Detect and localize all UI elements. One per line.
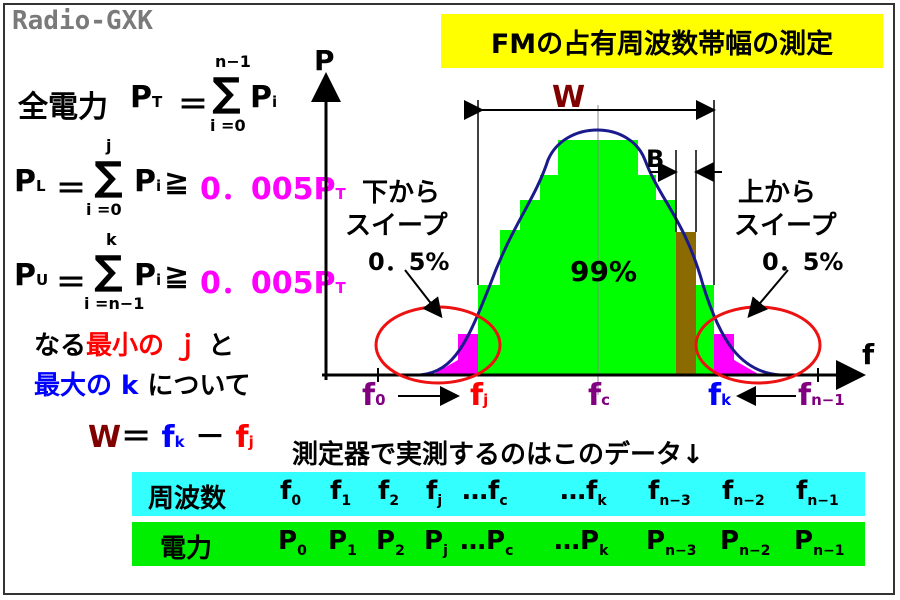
ge-sign-1: ≧ bbox=[164, 164, 190, 199]
fj-label: fj bbox=[470, 378, 489, 413]
sum-lower-3: i =n−1 bbox=[84, 294, 145, 313]
table-caption: 測定器で実測するのはこのデータ↓ bbox=[292, 440, 704, 470]
bar-magenta-left bbox=[458, 334, 478, 375]
left-note-line1: 下から bbox=[362, 178, 441, 208]
freq-cell: f2 bbox=[378, 476, 400, 510]
fc-label: fc bbox=[588, 378, 610, 413]
ratio-value-1: 0．005PT bbox=[200, 172, 346, 207]
bar bbox=[478, 285, 500, 375]
fk-label: fk bbox=[708, 378, 732, 413]
bar bbox=[656, 200, 676, 375]
power-cell: Pn−3 bbox=[646, 526, 697, 560]
pi-symbol-3: Pi bbox=[134, 258, 162, 293]
total-power-label: 全電力 bbox=[18, 90, 108, 125]
freq-cell: fn−2 bbox=[722, 476, 765, 510]
tail-left bbox=[432, 360, 458, 375]
pointer-left bbox=[404, 269, 443, 319]
power-row-label: 電力 bbox=[160, 534, 213, 564]
sum-upper-3: k bbox=[106, 230, 117, 249]
freq-cell: …fc bbox=[462, 476, 508, 510]
f-axis-label: f bbox=[862, 338, 875, 371]
frequency-row bbox=[132, 472, 865, 516]
power-cell: …Pk bbox=[554, 526, 609, 560]
freq-cell: fn−3 bbox=[648, 476, 691, 510]
spectrum-curve bbox=[419, 128, 781, 377]
equals-sign-2: ＝ bbox=[56, 172, 86, 207]
left-note-pct: 0．5% bbox=[368, 248, 450, 276]
power-row bbox=[132, 522, 865, 566]
power-cell: …Pc bbox=[460, 526, 514, 560]
pu-symbol: PU bbox=[14, 258, 49, 293]
right-note-line1: 上から bbox=[738, 178, 817, 208]
equals-sign-1: ＝ bbox=[178, 88, 208, 123]
power-cell: Pn−2 bbox=[720, 526, 771, 560]
bar bbox=[540, 175, 558, 375]
w-formula: W＝ fk － fj bbox=[88, 420, 254, 455]
left-note-line2: スイープ bbox=[345, 211, 448, 241]
pi-symbol-2: Pi bbox=[134, 164, 162, 199]
sigma-2: ∑ bbox=[94, 154, 123, 200]
pt-symbol: PT bbox=[130, 80, 163, 115]
sum-lower-2: i =0 bbox=[86, 200, 122, 219]
power-cell: Pn−1 bbox=[794, 526, 845, 560]
center-percentage: 99% bbox=[570, 255, 638, 288]
w-label: W bbox=[552, 80, 586, 115]
power-cell: P0 bbox=[278, 526, 307, 560]
f0-label: f0 bbox=[362, 378, 386, 413]
bar bbox=[520, 200, 540, 375]
bar bbox=[638, 175, 656, 375]
condition-line-2: 最大の k について bbox=[34, 371, 251, 401]
p-axis-label: P bbox=[314, 44, 335, 77]
bar bbox=[696, 285, 714, 375]
freq-cell: fj bbox=[426, 476, 443, 510]
sigma-3: ∑ bbox=[94, 248, 123, 294]
sum-upper-2: j bbox=[106, 136, 112, 155]
freq-cell: f0 bbox=[280, 476, 302, 510]
right-note-pct: 0．5% bbox=[762, 248, 844, 276]
equals-sign-3: ＝ bbox=[56, 266, 86, 301]
ge-sign-2: ≧ bbox=[164, 258, 190, 293]
page-title: FMの占有周波数帯幅の測定 bbox=[441, 14, 883, 68]
freq-cell: …fk bbox=[560, 476, 607, 510]
b-label: B bbox=[646, 145, 665, 173]
ratio-value-2: 0．005PT bbox=[200, 266, 346, 301]
pointer-right bbox=[747, 269, 789, 319]
bar-magenta-right bbox=[714, 334, 734, 375]
power-cell: Pj bbox=[424, 526, 448, 560]
sigma-1: ∑ bbox=[212, 70, 241, 116]
brand-watermark: Radio-GXK bbox=[12, 6, 153, 36]
right-note-line2: スイープ bbox=[734, 211, 837, 241]
pi-symbol-1: Pi bbox=[250, 80, 278, 115]
power-cell: P1 bbox=[328, 526, 357, 560]
freq-cell: fn−1 bbox=[796, 476, 839, 510]
condition-line-1: なる最小の ｊ と bbox=[34, 331, 235, 361]
tail-right bbox=[734, 360, 760, 375]
freq-cell: f1 bbox=[330, 476, 352, 510]
bar-olive bbox=[676, 232, 696, 375]
fn1-label: fn−1 bbox=[798, 378, 845, 413]
sum-lower-1: i =0 bbox=[210, 116, 246, 135]
power-cell: P2 bbox=[376, 526, 405, 560]
frequency-row-label: 周波数 bbox=[148, 484, 227, 514]
bar bbox=[500, 230, 520, 375]
sum-upper-1: n−1 bbox=[215, 52, 251, 71]
pl-symbol: PL bbox=[14, 164, 46, 199]
